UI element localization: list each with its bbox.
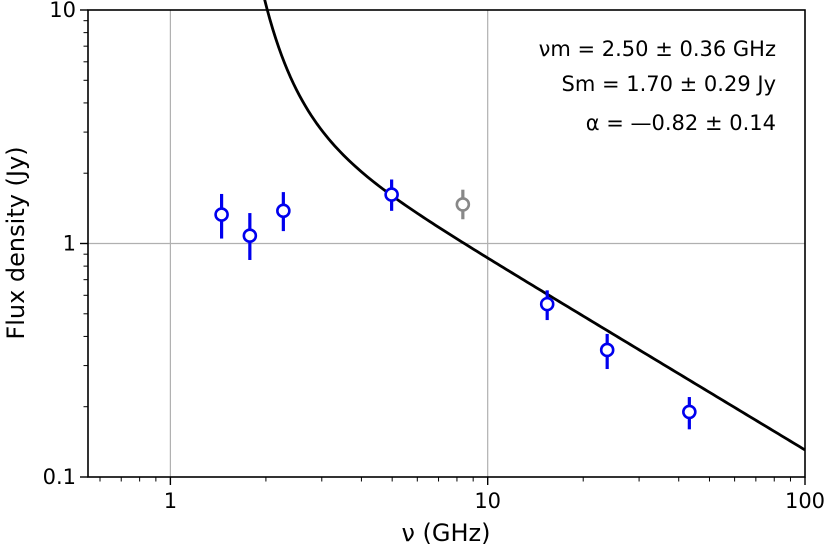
fit-curve-group [263, 0, 806, 452]
data-point [214, 207, 229, 222]
data-point [455, 197, 471, 212]
y-tick-label: 10 [49, 0, 76, 22]
x-tick-label: 1 [164, 489, 177, 513]
annotation-peak-frequency: νm = 2.50 ± 0.36 GHz [539, 37, 776, 61]
x-axis-label: ν (GHz) [401, 519, 490, 547]
data-point [599, 342, 615, 358]
annotation-peak-flux: Sm = 1.70 ± 0.29 Jy [562, 72, 777, 96]
data-point [276, 203, 291, 219]
y-axis-label: Flux density (Jy) [2, 146, 30, 339]
data-point [682, 404, 697, 420]
data-points-group [214, 179, 697, 430]
x-tick-label: 10 [474, 489, 501, 513]
y-tick-label: 0.1 [43, 465, 76, 489]
data-point [539, 296, 555, 312]
y-tick-label: 1 [63, 232, 76, 256]
axis-ticks: 1 10 100 0.1 1 10 [43, 0, 825, 513]
annotation-spectral-index: α = —0.82 ± 0.14 [586, 111, 776, 135]
data-point [384, 187, 399, 202]
x-tick-label: 100 [785, 489, 825, 513]
grid-lines [88, 10, 805, 477]
fit-curve-line [263, 0, 806, 452]
data-point [242, 228, 258, 243]
